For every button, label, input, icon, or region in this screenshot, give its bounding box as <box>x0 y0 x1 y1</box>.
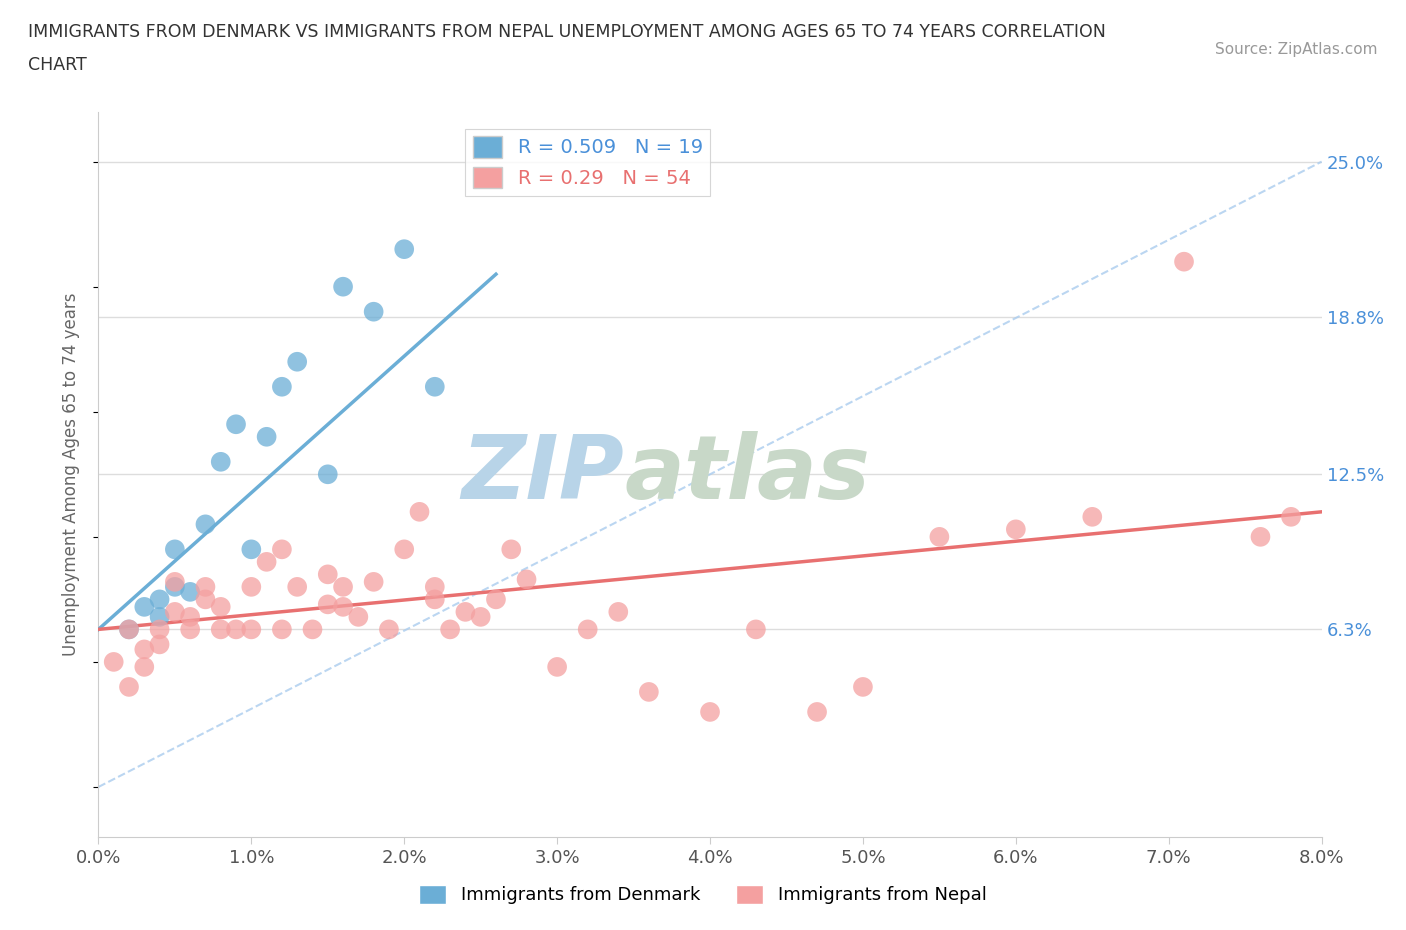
Point <box>194 579 217 594</box>
Point <box>806 705 828 720</box>
Text: IMMIGRANTS FROM DENMARK VS IMMIGRANTS FROM NEPAL UNEMPLOYMENT AMONG AGES 65 TO 7: IMMIGRANTS FROM DENMARK VS IMMIGRANTS FR… <box>28 23 1107 41</box>
Point <box>546 659 568 674</box>
Point <box>194 517 217 532</box>
Point <box>256 430 278 445</box>
Point <box>209 455 232 470</box>
Text: CHART: CHART <box>28 56 87 73</box>
Point <box>285 354 308 369</box>
Text: Source: ZipAtlas.com: Source: ZipAtlas.com <box>1215 42 1378 57</box>
Point <box>1279 510 1302 525</box>
Point <box>576 622 599 637</box>
Point <box>285 579 308 594</box>
Point <box>378 622 401 637</box>
Point <box>1081 510 1104 525</box>
Legend: Immigrants from Denmark, Immigrants from Nepal: Immigrants from Denmark, Immigrants from… <box>412 877 994 911</box>
Y-axis label: Unemployment Among Ages 65 to 74 years: Unemployment Among Ages 65 to 74 years <box>62 293 80 656</box>
Point <box>316 567 339 582</box>
Point <box>270 622 294 637</box>
Point <box>240 542 263 557</box>
Point <box>699 705 721 720</box>
Point <box>149 591 172 606</box>
Point <box>163 575 186 590</box>
Point <box>470 609 492 624</box>
Point <box>149 622 172 637</box>
Point <box>209 622 232 637</box>
Point <box>179 609 201 624</box>
Point <box>332 279 354 294</box>
Point <box>637 684 661 699</box>
Point <box>194 591 217 606</box>
Point <box>163 579 186 594</box>
Point <box>332 579 354 594</box>
Point <box>408 504 430 519</box>
Point <box>363 575 385 590</box>
Point <box>928 529 950 544</box>
Point <box>134 659 156 674</box>
Legend: R = 0.509   N = 19, R = 0.29   N = 54: R = 0.509 N = 19, R = 0.29 N = 54 <box>465 128 710 196</box>
Point <box>270 379 294 394</box>
Point <box>134 600 156 615</box>
Point <box>332 600 354 615</box>
Point <box>179 584 201 599</box>
Point <box>439 622 461 637</box>
Point <box>103 655 125 670</box>
Point <box>501 542 523 557</box>
Point <box>149 609 172 624</box>
Point <box>423 591 446 606</box>
Point <box>149 637 172 652</box>
Point <box>209 600 232 615</box>
Point <box>454 604 477 619</box>
Point <box>301 622 323 637</box>
Point <box>607 604 630 619</box>
Point <box>240 622 263 637</box>
Point <box>134 642 156 657</box>
Text: atlas: atlas <box>624 431 870 518</box>
Point <box>485 591 508 606</box>
Point <box>270 542 294 557</box>
Point <box>118 680 141 695</box>
Point <box>179 622 201 637</box>
Point <box>225 417 247 432</box>
Point <box>1004 522 1026 537</box>
Point <box>1173 254 1195 269</box>
Point <box>163 604 186 619</box>
Point <box>118 622 141 637</box>
Point <box>225 622 247 637</box>
Point <box>852 680 875 695</box>
Point <box>516 572 538 587</box>
Point <box>423 379 446 394</box>
Point <box>163 542 186 557</box>
Point <box>240 579 263 594</box>
Point <box>316 467 339 482</box>
Point <box>392 242 416 257</box>
Point <box>256 554 278 569</box>
Point <box>363 304 385 319</box>
Point <box>745 622 768 637</box>
Point <box>118 622 141 637</box>
Point <box>1249 529 1271 544</box>
Point <box>347 609 370 624</box>
Point <box>392 542 416 557</box>
Point <box>316 597 339 612</box>
Text: ZIP: ZIP <box>461 431 624 518</box>
Point <box>423 579 446 594</box>
